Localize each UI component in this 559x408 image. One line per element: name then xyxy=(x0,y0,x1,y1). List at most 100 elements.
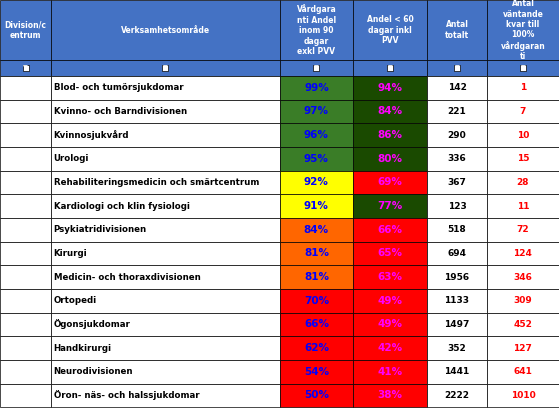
Bar xyxy=(280,289,353,313)
Bar xyxy=(487,336,559,360)
Text: Neurodivisionen: Neurodivisionen xyxy=(54,367,133,376)
Bar xyxy=(487,265,559,289)
Text: 91%: 91% xyxy=(304,201,329,211)
Bar xyxy=(280,313,353,336)
Text: ▼: ▼ xyxy=(520,66,525,71)
Bar xyxy=(353,171,427,194)
Bar xyxy=(353,194,427,218)
Bar xyxy=(427,218,487,242)
Bar xyxy=(427,313,487,336)
Text: Kardiologi och klin fysiologi: Kardiologi och klin fysiologi xyxy=(54,202,190,211)
Text: ▼: ▼ xyxy=(314,66,319,71)
Text: 63%: 63% xyxy=(378,272,402,282)
Bar xyxy=(51,171,280,194)
Text: 70%: 70% xyxy=(304,296,329,306)
Bar xyxy=(51,147,280,171)
Text: 336: 336 xyxy=(448,154,466,163)
Text: 290: 290 xyxy=(448,131,466,140)
Bar xyxy=(427,194,487,218)
Text: 11: 11 xyxy=(517,202,529,211)
Bar xyxy=(280,360,353,384)
Text: 49%: 49% xyxy=(378,319,402,329)
Text: 77%: 77% xyxy=(377,201,403,211)
Bar xyxy=(0,218,51,242)
Text: 1497: 1497 xyxy=(444,320,470,329)
Bar xyxy=(487,60,559,76)
Text: 221: 221 xyxy=(448,107,466,116)
Bar xyxy=(51,100,280,123)
Text: 7: 7 xyxy=(520,107,526,116)
Text: 84%: 84% xyxy=(304,225,329,235)
Text: 124: 124 xyxy=(514,249,532,258)
Bar xyxy=(280,0,353,60)
Text: 15: 15 xyxy=(517,154,529,163)
Bar xyxy=(0,60,51,76)
Bar xyxy=(51,218,280,242)
Bar xyxy=(353,242,427,265)
Text: Vårdgara
nti Andel
inom 90
dagar
exkl PVV: Vårdgara nti Andel inom 90 dagar exkl PV… xyxy=(296,4,337,56)
Text: 1: 1 xyxy=(520,83,526,92)
Bar xyxy=(427,123,487,147)
Text: Kvinnosjukvård: Kvinnosjukvård xyxy=(54,130,129,140)
Text: 69%: 69% xyxy=(378,177,402,187)
Bar xyxy=(51,0,280,60)
Text: Ögonsjukdomar: Ögonsjukdomar xyxy=(54,319,131,329)
Bar xyxy=(51,360,280,384)
Bar xyxy=(280,242,353,265)
Text: Antal
totalt: Antal totalt xyxy=(445,20,469,40)
Text: 1441: 1441 xyxy=(444,367,470,376)
Bar xyxy=(0,289,51,313)
Text: 97%: 97% xyxy=(304,106,329,116)
Bar xyxy=(427,100,487,123)
Bar xyxy=(51,384,280,407)
Text: Ortopedi: Ortopedi xyxy=(54,296,97,305)
Bar xyxy=(487,0,559,60)
Text: 38%: 38% xyxy=(378,390,402,400)
Bar xyxy=(280,171,353,194)
Text: 80%: 80% xyxy=(378,154,402,164)
Text: 96%: 96% xyxy=(304,130,329,140)
Text: 92%: 92% xyxy=(304,177,329,187)
Text: 62%: 62% xyxy=(304,343,329,353)
Bar xyxy=(487,242,559,265)
Text: 127: 127 xyxy=(514,344,532,353)
Bar xyxy=(280,194,353,218)
Bar xyxy=(353,100,427,123)
Bar xyxy=(487,313,559,336)
Bar xyxy=(51,60,280,76)
Text: ▼: ▼ xyxy=(163,66,168,71)
Bar xyxy=(487,147,559,171)
Bar xyxy=(51,76,280,100)
Bar xyxy=(280,336,353,360)
Text: Division/c
entrum: Division/c entrum xyxy=(4,20,47,40)
Bar xyxy=(427,289,487,313)
Text: 367: 367 xyxy=(448,178,466,187)
Text: 10: 10 xyxy=(517,131,529,140)
Text: 28: 28 xyxy=(517,178,529,187)
Text: 54%: 54% xyxy=(304,367,329,377)
Bar xyxy=(51,194,280,218)
Text: 123: 123 xyxy=(448,202,466,211)
Bar xyxy=(487,76,559,100)
Bar xyxy=(0,194,51,218)
Text: 518: 518 xyxy=(448,225,466,234)
Bar xyxy=(487,360,559,384)
Text: 65%: 65% xyxy=(378,248,402,258)
Text: 95%: 95% xyxy=(304,154,329,164)
Bar xyxy=(487,384,559,407)
Bar xyxy=(0,242,51,265)
Bar xyxy=(280,218,353,242)
Text: 86%: 86% xyxy=(378,130,402,140)
Text: Handkirurgi: Handkirurgi xyxy=(54,344,112,353)
Bar xyxy=(427,336,487,360)
Text: Kirurgi: Kirurgi xyxy=(54,249,87,258)
Bar xyxy=(427,242,487,265)
Bar xyxy=(0,147,51,171)
Text: ▼: ▼ xyxy=(388,66,392,71)
Text: 346: 346 xyxy=(514,273,532,282)
Bar xyxy=(51,289,280,313)
Text: 1133: 1133 xyxy=(444,296,470,305)
Bar xyxy=(0,171,51,194)
Text: 49%: 49% xyxy=(378,296,402,306)
Bar xyxy=(427,360,487,384)
